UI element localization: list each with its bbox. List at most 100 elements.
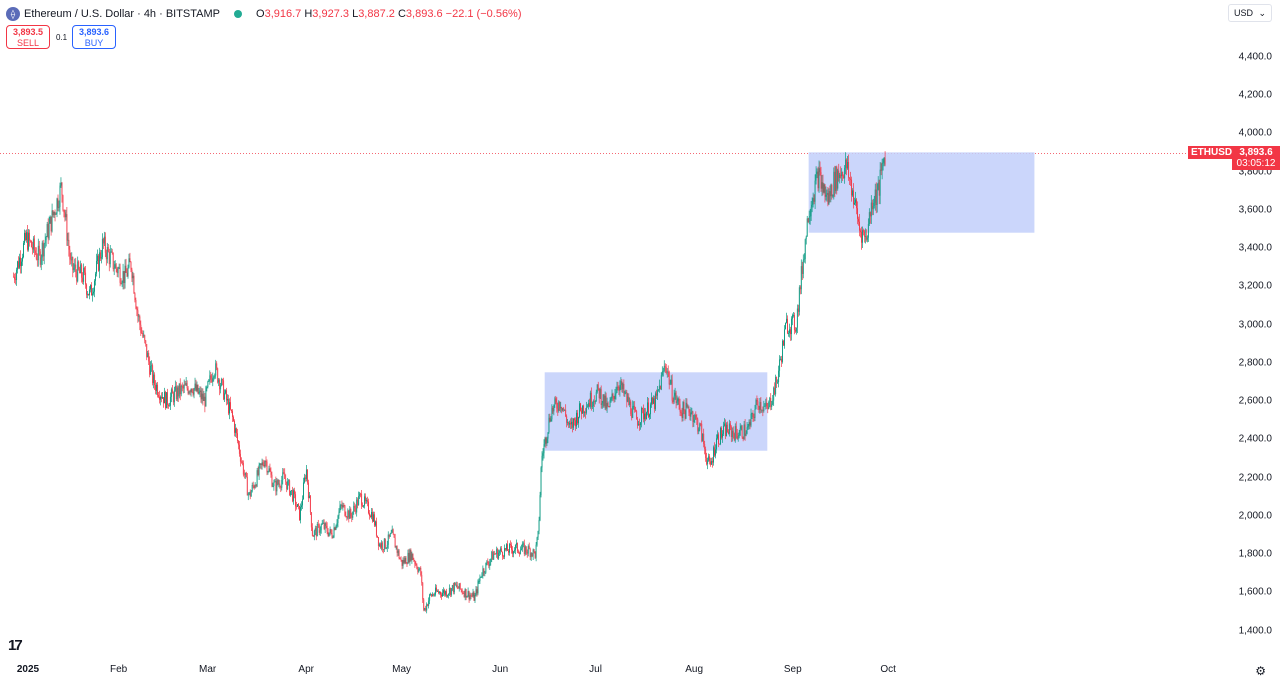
candle-body xyxy=(189,391,191,393)
candle-body xyxy=(449,588,451,595)
candle-body xyxy=(380,542,382,548)
candle-body xyxy=(40,257,42,265)
symbol-title[interactable]: Ethereum / U.S. Dollar · 4h · BITSTAMP xyxy=(24,8,221,20)
candle-body xyxy=(541,455,543,468)
candle-body xyxy=(346,516,348,518)
candle-body xyxy=(800,266,802,290)
candle-body xyxy=(462,592,464,594)
candle-body xyxy=(765,402,767,406)
candle-body xyxy=(592,401,594,407)
candle-body xyxy=(550,419,552,422)
candle-body xyxy=(320,524,322,531)
candle-body xyxy=(439,591,440,593)
candle-body xyxy=(287,481,289,490)
candle-body xyxy=(406,563,408,565)
candle-body xyxy=(185,383,187,386)
candle-body xyxy=(223,380,225,400)
candle-body xyxy=(405,557,407,564)
candle-body xyxy=(547,432,549,439)
candle-body xyxy=(760,402,762,411)
candle-body xyxy=(402,559,404,566)
candle-body xyxy=(34,250,36,254)
candle-body xyxy=(288,480,290,482)
candle-body xyxy=(250,491,252,497)
candle-body xyxy=(743,424,745,440)
candle-body xyxy=(831,184,833,197)
candle-body xyxy=(145,340,147,344)
candle-body xyxy=(234,420,235,433)
candle-body xyxy=(372,512,373,522)
candle-body xyxy=(690,412,692,417)
candle-body xyxy=(75,264,77,273)
buy-button[interactable]: 3,893.6 BUY xyxy=(72,25,116,49)
sell-button[interactable]: 3,893.5 SELL xyxy=(6,25,50,49)
candle-body xyxy=(567,422,569,424)
candle-body xyxy=(54,211,56,215)
candle-body xyxy=(696,417,698,420)
price-axis-tick: 1,800.0 xyxy=(1238,548,1272,560)
candle-body xyxy=(832,195,834,197)
candle-body xyxy=(651,397,653,404)
candle-body xyxy=(334,527,336,530)
candle-body xyxy=(737,436,739,439)
candle-body xyxy=(333,527,335,537)
candle-body xyxy=(373,514,375,526)
candle-body xyxy=(665,367,667,373)
candle-body xyxy=(843,176,845,179)
candle-body xyxy=(378,544,380,546)
candle-body xyxy=(21,261,22,267)
candle-body xyxy=(664,365,666,368)
candle-body xyxy=(144,335,146,341)
candle-body xyxy=(504,548,506,557)
candle-body xyxy=(552,407,554,412)
candle-body xyxy=(496,549,498,554)
settings-icon[interactable]: ⚙ xyxy=(1255,664,1266,678)
candle-body xyxy=(739,428,741,436)
candle-body xyxy=(441,594,442,597)
candles xyxy=(13,151,886,614)
currency-select[interactable]: USD ⌄ xyxy=(1228,4,1272,22)
candle-body xyxy=(467,591,469,597)
candle-body xyxy=(687,406,689,408)
candle-body xyxy=(134,293,136,301)
candle-body xyxy=(857,208,858,219)
candle-body xyxy=(117,268,119,274)
candle-body xyxy=(440,591,441,595)
candle-body xyxy=(451,585,453,589)
candle-body xyxy=(88,293,90,296)
candle-body xyxy=(220,385,222,390)
candle-body xyxy=(630,401,632,415)
candle-body xyxy=(487,561,489,565)
candle-body xyxy=(558,401,560,411)
candle-body xyxy=(351,515,353,518)
candle-body xyxy=(90,285,91,290)
candle-body xyxy=(418,569,420,572)
candle-body xyxy=(735,426,737,434)
candle-body xyxy=(352,511,354,518)
candle-body xyxy=(755,400,757,410)
candle-body xyxy=(554,398,556,405)
candle-body xyxy=(819,168,821,173)
candle-body xyxy=(299,505,300,521)
candle-body xyxy=(174,385,176,391)
candle-body xyxy=(248,492,250,494)
candle-body xyxy=(296,506,298,508)
candle-body xyxy=(226,390,228,401)
candle-body xyxy=(499,551,501,553)
candle-body xyxy=(874,189,876,203)
candle-body xyxy=(17,261,19,270)
candle-body xyxy=(804,239,806,259)
candle-body xyxy=(228,399,229,414)
candle-body xyxy=(566,416,568,423)
candle-body xyxy=(779,359,781,371)
candle-body xyxy=(336,522,338,526)
candle-body xyxy=(94,280,95,292)
candle-body xyxy=(841,171,843,177)
price-axis-tick: 1,600.0 xyxy=(1238,586,1272,598)
candle-body xyxy=(157,384,159,396)
candle-body xyxy=(678,398,680,405)
candle-body xyxy=(796,308,798,328)
tradingview-logo[interactable]: 17 xyxy=(8,637,23,654)
candle-body xyxy=(421,574,423,583)
